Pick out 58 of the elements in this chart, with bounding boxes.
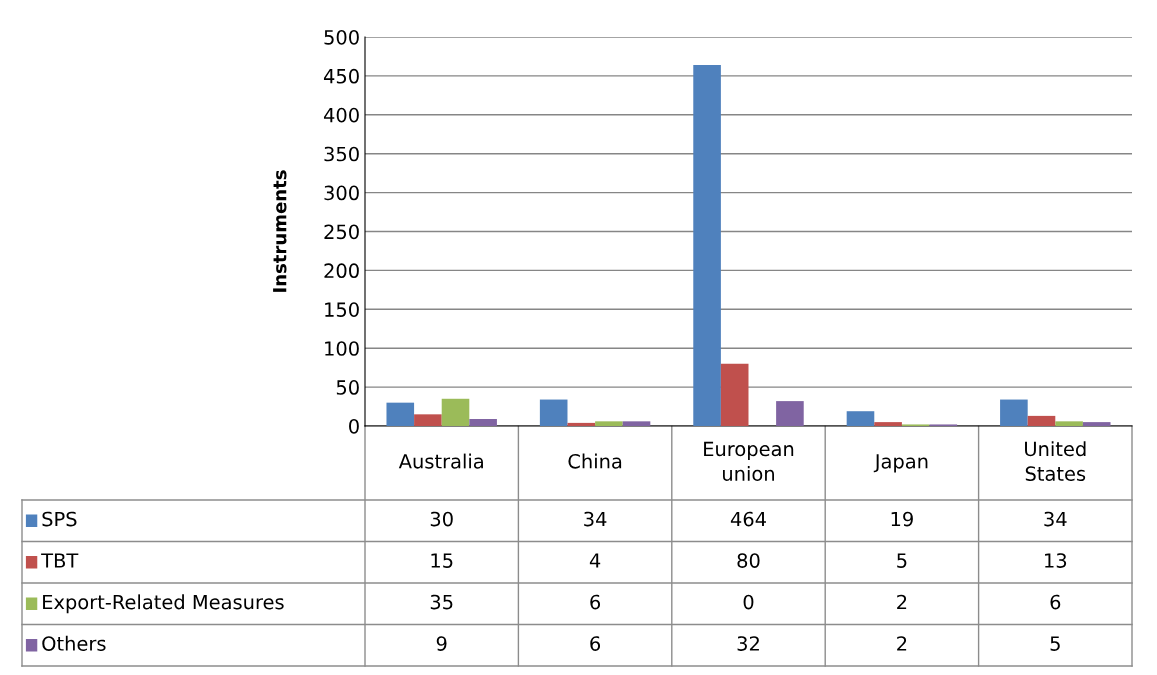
x-tick-label: United States <box>1025 441 1086 482</box>
bar <box>720 363 749 426</box>
data-label: 6 <box>590 594 601 610</box>
y-tick-label: 200 <box>324 263 359 279</box>
data-label: 30 <box>430 511 453 527</box>
bar <box>846 411 875 426</box>
data-label: 2 <box>897 594 907 610</box>
bar <box>567 422 596 426</box>
x-tick-label: China <box>568 453 622 469</box>
x-tick-label: European union <box>704 441 794 482</box>
y-tick-label: 300 <box>324 185 359 201</box>
bar <box>386 402 415 426</box>
data-label: 19 <box>891 511 913 527</box>
bar <box>414 414 442 426</box>
y-tick-label: 0 <box>349 418 359 434</box>
data-label: 4 <box>589 553 601 568</box>
bar <box>776 401 804 426</box>
bar <box>622 421 651 426</box>
legend-label: SPS <box>42 511 77 527</box>
bar <box>1000 399 1028 426</box>
y-tick-label: 250 <box>324 224 359 240</box>
data-label: 0 <box>743 594 754 610</box>
data-label: 9 <box>436 636 447 651</box>
y-tick-label: 350 <box>324 146 359 162</box>
bar <box>441 398 470 426</box>
y-tick-label: 50 <box>336 380 359 395</box>
x-tick-label: Australia <box>398 453 483 469</box>
y-axis-title: Instruments <box>273 170 287 292</box>
y-tick-label: 450 <box>323 68 359 84</box>
bar <box>874 422 902 426</box>
x-tick-label: Japan <box>873 454 928 473</box>
y-tick-label: 150 <box>325 302 359 317</box>
data-label: 15 <box>431 553 453 568</box>
legend-label: TBT <box>41 553 79 568</box>
data-label: 13 <box>1045 553 1067 568</box>
y-tick-label: 100 <box>325 341 359 356</box>
legend-label: Export-Related Measures <box>43 594 284 614</box>
y-tick-label: 500 <box>324 29 359 45</box>
data-label: 2 <box>897 636 907 651</box>
bar <box>539 399 568 426</box>
data-label: 464 <box>730 511 766 527</box>
data-label: 6 <box>590 636 601 651</box>
bar <box>1027 415 1056 426</box>
data-label: 32 <box>737 636 759 651</box>
data-label: 5 <box>897 553 907 568</box>
data-label: 34 <box>584 511 607 527</box>
data-label: 80 <box>737 553 760 568</box>
bar <box>1055 421 1083 426</box>
data-label: 5 <box>1050 636 1060 651</box>
legend-label: Others <box>42 635 106 651</box>
bar <box>693 65 721 426</box>
data-label: 34 <box>1044 511 1067 527</box>
data-label: 35 <box>430 594 453 610</box>
bar <box>469 419 497 426</box>
data-label: 6 <box>1050 594 1061 610</box>
bar <box>1082 422 1111 426</box>
bar <box>595 421 623 426</box>
y-tick-label: 400 <box>323 107 359 123</box>
